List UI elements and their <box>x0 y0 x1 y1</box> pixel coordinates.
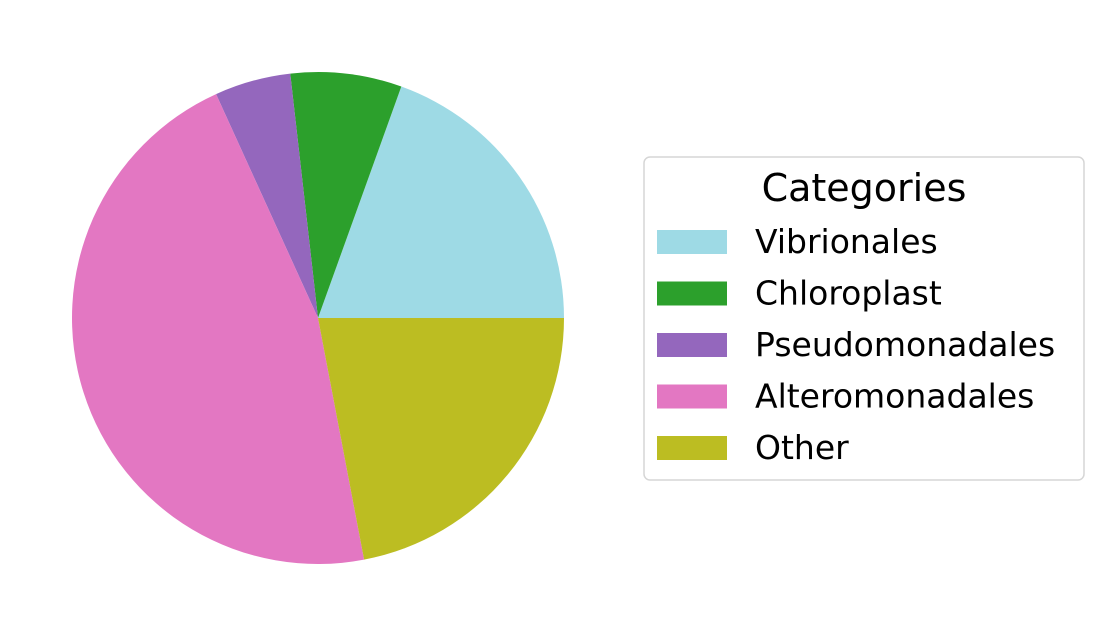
pie-slice-alteromonadales <box>72 94 365 564</box>
legend-frame <box>643 156 1085 481</box>
pie-slice-chloroplast <box>290 72 402 318</box>
legend-swatch-vibrionales <box>657 230 727 254</box>
legend-label-pseudomonadales: Pseudomonadales <box>755 325 1055 364</box>
legend-entries: Vibrionales Chloroplast Pseudomonadales Alt… <box>657 222 1055 467</box>
pie-slices <box>72 72 564 564</box>
legend-swatch-pseudomonadales <box>657 333 727 357</box>
legend-label-other: Other <box>755 428 849 467</box>
legend-label-alteromonadales: Alteromonadales <box>755 377 1034 416</box>
legend-swatch-other <box>657 436 727 460</box>
legend-title: Categories <box>762 166 967 210</box>
legend-swatch-chloroplast <box>657 281 727 306</box>
pie-slice-pseudomonadales <box>216 73 318 318</box>
legend-swatch-alteromonadales <box>657 384 727 409</box>
pie-slice-vibrionales <box>318 86 564 318</box>
legend-label-vibrionales: Vibrionales <box>755 222 938 261</box>
legend: Categories Vibrionales Chloroplast Pseudom… <box>643 156 1085 481</box>
legend-label-chloroplast: Chloroplast <box>755 274 942 313</box>
pie-slice-other <box>318 318 564 560</box>
